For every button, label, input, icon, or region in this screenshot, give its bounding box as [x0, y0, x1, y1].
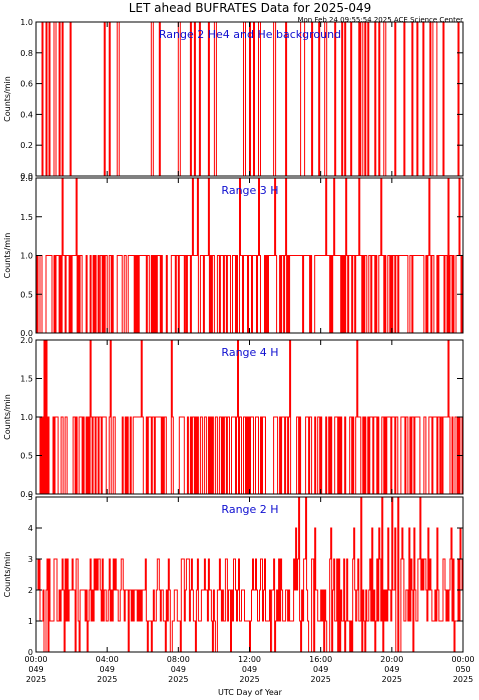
x-tick-label: 2025: [168, 675, 188, 684]
figure-title: LET ahead BUFRATES Data for 2025-049: [129, 1, 371, 15]
y-tick-label: 1: [28, 617, 33, 626]
y-tick-label: 0.0: [20, 172, 33, 181]
panel-title: Range 3 H: [221, 184, 278, 197]
x-tick-label: 04:00: [96, 655, 119, 664]
y-tick-label: 0.6: [20, 80, 33, 89]
x-tick-label: 2025: [310, 675, 330, 684]
y-axis-label: Counts/min: [3, 394, 12, 440]
x-tick-label: 049: [384, 665, 399, 674]
series-line: [36, 339, 463, 495]
series-line: [36, 177, 463, 334]
y-tick-label: 0.5: [20, 290, 33, 299]
x-tick-label: 049: [100, 665, 115, 674]
x-tick-label: 2025: [239, 675, 259, 684]
y-tick-label: 4: [28, 524, 33, 533]
y-axis-label: Counts/min: [3, 233, 12, 279]
y-tick-label: 0.2: [20, 141, 33, 150]
x-tick-label: 049: [313, 665, 328, 674]
series-line: [36, 21, 463, 177]
x-tick-label: 049: [28, 665, 43, 674]
panel-4: 0 1 2 3 4 5 Counts/min Range 2 H: [3, 493, 464, 657]
x-tick-label: 20:00: [380, 655, 403, 664]
y-tick-label: 5: [28, 493, 33, 502]
x-axis-ticks: 00:00049202504:00049202508:00049202512:0…: [24, 655, 474, 684]
y-tick-label: 1.5: [20, 213, 33, 222]
x-axis-label: UTC Day of Year: [218, 688, 283, 697]
panel-3: 0.0 0.5 1.0 1.5 2.0 Counts/min Range 4 H: [3, 336, 464, 499]
y-tick-label: 2: [28, 586, 33, 595]
y-tick-label: 0.4: [20, 110, 33, 119]
x-tick-label: 00:00: [451, 655, 474, 664]
y-tick-label: 2.0: [20, 174, 33, 183]
y-tick-label: 0.5: [20, 452, 33, 461]
x-tick-label: 2025: [26, 675, 46, 684]
x-tick-label: 2025: [382, 675, 402, 684]
x-tick-label: 00:00: [24, 655, 47, 664]
x-tick-label: 08:00: [167, 655, 190, 664]
panel-title: Range 2 He4 and He background: [159, 28, 341, 41]
chart-panels: 0.0 0.2 0.4 0.6 0.8 1.0 Counts/min Range 2 He4 …: [3, 18, 464, 657]
y-tick-label: 3: [28, 555, 33, 564]
panel-title: Range 2 H: [221, 503, 278, 516]
x-tick-label: 12:00: [238, 655, 261, 664]
y-tick-label: 0: [28, 648, 33, 657]
figure-subtitle: Mon Feb 24 09:55:54 2025 ACE Science Cen…: [297, 16, 463, 24]
x-tick-label: 2025: [453, 675, 473, 684]
y-tick-label: 0.0: [20, 490, 33, 499]
x-tick-label: 049: [171, 665, 186, 674]
y-tick-label: 0.8: [20, 49, 33, 58]
x-tick-label: 2025: [97, 675, 117, 684]
y-tick-label: 1.0: [20, 252, 33, 261]
x-tick-label: 16:00: [309, 655, 332, 664]
y-tick-label: 0.0: [20, 329, 33, 338]
y-axis-label: Counts/min: [3, 552, 12, 598]
y-tick-label: 2.0: [20, 336, 33, 345]
x-tick-label: 049: [242, 665, 257, 674]
y-tick-label: 1.0: [20, 18, 33, 27]
panel-1: 0.0 0.2 0.4 0.6 0.8 1.0 Counts/min Range 2 He4 …: [3, 18, 464, 181]
panel-title: Range 4 H: [221, 346, 278, 359]
y-tick-label: 1.5: [20, 375, 33, 384]
y-axis-label: Counts/min: [3, 76, 12, 122]
x-tick-label: 050: [455, 665, 470, 674]
y-tick-label: 1.0: [20, 413, 33, 422]
panel-2: 0.0 0.5 1.0 1.5 2.0 Counts/min Range 3 H: [3, 174, 464, 338]
series-line: [36, 496, 463, 653]
